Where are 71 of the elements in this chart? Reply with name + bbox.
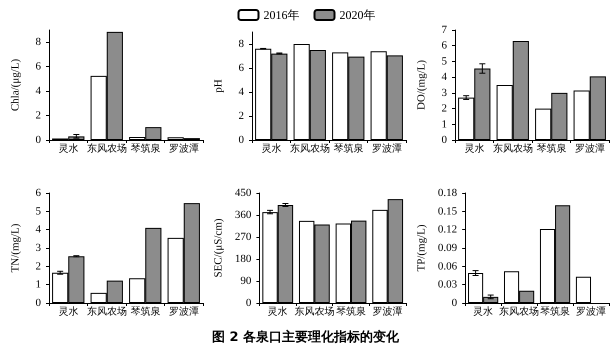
x-tick-label: 东风农场 (492, 142, 533, 154)
x-tick-label: 东风农场 (86, 306, 127, 318)
y-axis-title: pH (212, 79, 224, 93)
x-tick-label: 东风农场 (294, 306, 334, 318)
x-tick-label: 琴筑泉 (540, 306, 570, 318)
x-tick-label: 琴筑泉 (333, 142, 364, 154)
y-tick-label: 90 (240, 275, 252, 287)
caption: 图 2 各泉口主要理化指标的变化 (210, 328, 400, 346)
y-tick-label: 8 (238, 38, 244, 50)
y-tick-label: 3 (36, 242, 42, 254)
x-tick-label: 灵水 (261, 142, 282, 154)
y-tick-label: 0.15 (438, 205, 458, 218)
y-tick-label: 0 (36, 297, 42, 309)
y-tick-label: 8 (36, 36, 42, 48)
y-tick-label: 0 (442, 134, 448, 146)
x-tick-label: 罗波潭 (168, 306, 199, 318)
y-tick-label: 0 (238, 134, 244, 146)
y-tick-label: 0.09 (438, 242, 458, 254)
y-tick-label: 1 (36, 278, 41, 291)
y-tick-label: 3 (442, 86, 448, 99)
y-tick-label: 0.03 (438, 278, 458, 291)
x-tick-label: 罗波潭 (372, 306, 403, 318)
legend-label: 2020年 (340, 8, 376, 22)
y-tick-label: 4 (442, 71, 448, 84)
y-tick-label: 6 (442, 40, 448, 52)
x-tick-label: 东风农场 (86, 142, 127, 154)
legend-label: 2016年 (264, 8, 300, 22)
y-tick-label: 2 (36, 260, 41, 272)
y-tick-label: 6 (36, 187, 42, 199)
x-tick-label: 琴筑泉 (130, 306, 160, 318)
y-tick-label: 5 (36, 205, 42, 218)
y-tick-label: 0.12 (438, 224, 458, 236)
x-tick-label: 琴筑泉 (130, 142, 160, 154)
y-tick-label: 7 (442, 24, 448, 36)
y-axis-title: DO/(mg/L) (416, 60, 428, 110)
y-axis-title: SEC/(μS/cm) (212, 218, 224, 278)
x-tick-label: 琴筑泉 (536, 142, 566, 154)
x-tick-label: 灵水 (473, 306, 494, 318)
y-tick-label: 270 (234, 231, 252, 243)
y-tick-label: 2 (238, 110, 244, 122)
y-tick-label: 2 (36, 110, 41, 122)
y-tick-label: 6 (36, 60, 42, 73)
y-tick-label: 0.06 (438, 260, 458, 272)
y-tick-label: 6 (238, 62, 244, 74)
x-tick-label: 罗波潭 (168, 142, 199, 154)
x-tick-label: 罗波潭 (576, 306, 606, 318)
y-tick-label: 360 (234, 209, 252, 221)
x-tick-label: 灵水 (58, 306, 78, 318)
x-tick-label: 罗波潭 (372, 142, 402, 154)
x-tick-label: 罗波潭 (574, 142, 605, 154)
x-tick-label: 东风农场 (290, 142, 330, 154)
y-axis-title: Chla/(μg/L) (10, 58, 22, 112)
y-tick-label: 1 (442, 118, 447, 130)
y-tick-label: 0.18 (438, 187, 458, 199)
x-tick-label: 东风农场 (499, 306, 540, 318)
y-axis-title: TN/(mg/L) (10, 223, 22, 272)
y-tick-label: 4 (36, 224, 42, 236)
x-tick-label: 琴筑泉 (336, 306, 366, 318)
y-tick-label: 5 (442, 55, 448, 68)
x-tick-label: 灵水 (268, 306, 288, 318)
y-tick-label: 2 (442, 102, 447, 115)
y-tick-label: 450 (234, 187, 252, 199)
y-tick-label: 0 (452, 297, 458, 309)
y-axis-title: TP/(mg/L) (416, 224, 428, 272)
x-tick-label: 灵水 (58, 142, 78, 154)
y-tick-label: 0 (246, 297, 252, 309)
y-tick-label: 180 (234, 253, 252, 265)
y-tick-label: 4 (36, 85, 42, 98)
y-tick-label: 0 (36, 134, 42, 146)
y-tick-label: 4 (238, 86, 244, 98)
x-tick-label: 灵水 (464, 142, 484, 154)
